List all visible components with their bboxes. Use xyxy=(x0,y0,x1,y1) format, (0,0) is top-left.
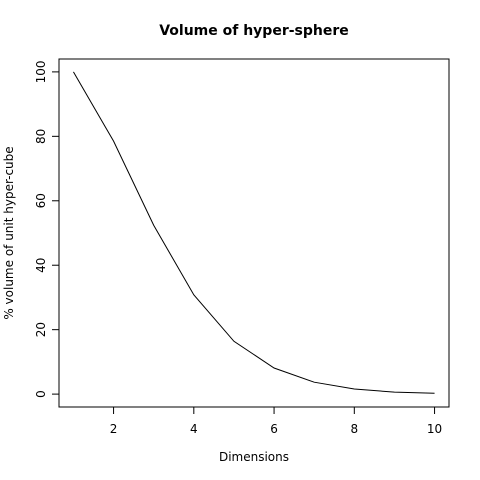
x-axis-label: Dimensions xyxy=(219,450,289,464)
series-layer xyxy=(73,71,435,394)
series-line xyxy=(73,71,435,394)
x-tick-label: 2 xyxy=(110,422,118,436)
y-axis-label: % volume of unit hyper-cube xyxy=(2,146,16,319)
chart-title: Volume of hyper-sphere xyxy=(159,23,349,39)
plot-frame xyxy=(58,58,450,408)
y-tick-label: 20 xyxy=(34,322,48,337)
x-axis: 2 4 6 8 10 xyxy=(110,407,442,436)
y-tick-label: 40 xyxy=(34,258,48,273)
x-tick-label: 10 xyxy=(427,422,442,436)
x-tick-label: 4 xyxy=(190,422,198,436)
y-tick-label: 80 xyxy=(34,129,48,144)
x-tick-label: 6 xyxy=(270,422,278,436)
y-tick-label: 60 xyxy=(34,193,48,208)
y-axis: 0 20 40 60 80 100 xyxy=(34,60,59,398)
y-tick-label: 100 xyxy=(34,60,48,83)
x-tick-label: 8 xyxy=(350,422,358,436)
y-tick-label: 0 xyxy=(34,390,48,398)
